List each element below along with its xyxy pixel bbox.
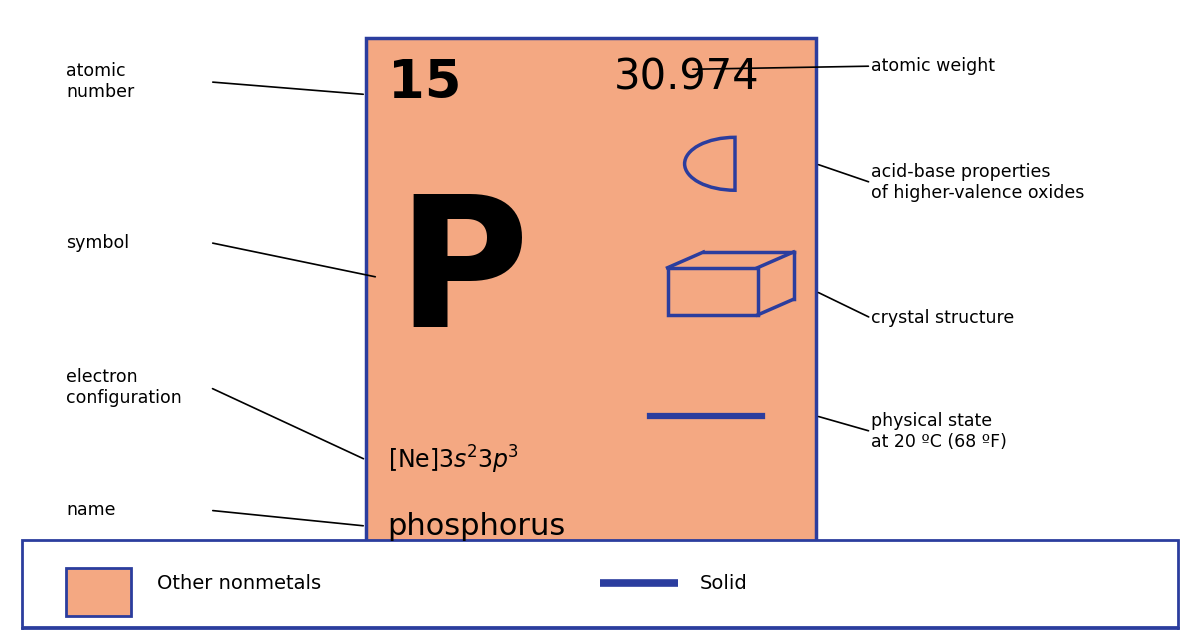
FancyBboxPatch shape	[66, 568, 131, 616]
Text: symbol: symbol	[66, 234, 130, 251]
FancyBboxPatch shape	[366, 38, 816, 570]
Text: atomic weight: atomic weight	[871, 57, 995, 75]
Text: physical state
at 20 ºC (68 ºF): physical state at 20 ºC (68 ºF)	[871, 412, 1007, 451]
Text: atomic
number: atomic number	[66, 62, 134, 101]
FancyBboxPatch shape	[22, 628, 1178, 630]
Text: P: P	[396, 190, 528, 365]
Text: Other nonmetals: Other nonmetals	[157, 574, 322, 593]
Text: $\mathrm{[Ne]3}s\mathit{^2}\mathrm{3}p\mathit{^3}$: $\mathrm{[Ne]3}s\mathit{^2}\mathrm{3}p\m…	[388, 444, 518, 476]
Text: name: name	[66, 501, 115, 519]
Text: phosphorus: phosphorus	[388, 512, 566, 541]
Text: acid-base properties
of higher-valence oxides: acid-base properties of higher-valence o…	[871, 163, 1085, 202]
Text: 30.974: 30.974	[613, 57, 760, 99]
Text: crystal structure: crystal structure	[871, 309, 1014, 327]
Text: electron
configuration: electron configuration	[66, 368, 181, 407]
Text: Solid: Solid	[700, 574, 748, 593]
FancyBboxPatch shape	[22, 540, 1178, 627]
Text: 15: 15	[388, 57, 461, 109]
